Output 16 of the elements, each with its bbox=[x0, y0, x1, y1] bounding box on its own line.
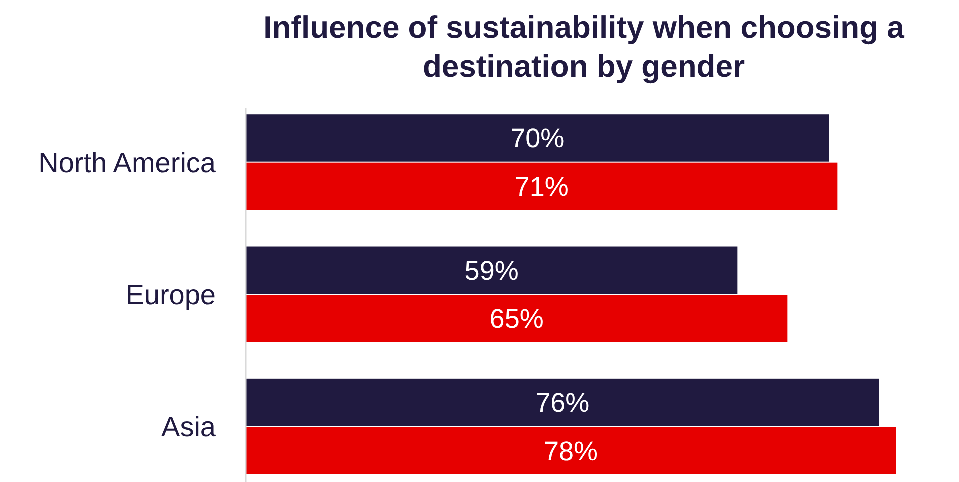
y-tick-label: North America bbox=[38, 147, 216, 178]
bar bbox=[246, 295, 788, 342]
data-label: 71% bbox=[514, 172, 569, 202]
bar bbox=[246, 427, 896, 474]
y-tick-label: Europe bbox=[126, 280, 216, 310]
bar bbox=[246, 162, 838, 210]
bar bbox=[246, 378, 880, 426]
bar bbox=[246, 246, 738, 294]
data-label: 65% bbox=[490, 304, 544, 334]
data-label: 78% bbox=[544, 436, 598, 466]
data-label: 70% bbox=[510, 124, 565, 154]
data-label: 76% bbox=[536, 388, 590, 418]
chart-title: Influence of sustainability when choosing a destination by gender bbox=[264, 10, 906, 84]
y-tick-label: Asia bbox=[162, 412, 216, 443]
bar bbox=[246, 114, 830, 162]
data-label: 59% bbox=[464, 256, 519, 286]
